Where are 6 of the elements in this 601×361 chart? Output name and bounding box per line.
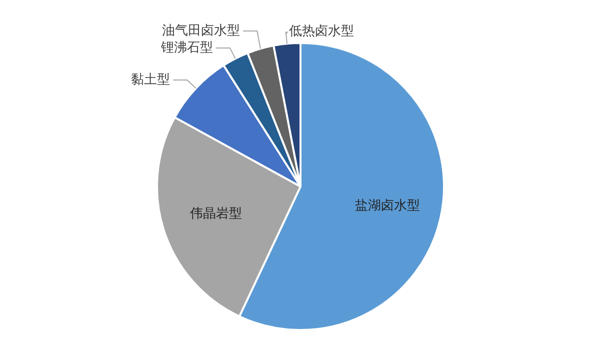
slice-label: 伟晶岩型 [190,206,242,222]
slice-label: 低热卤水型 [288,24,354,40]
slice-label: 油气田卤水型 [162,23,240,38]
slice-label: 黏土型 [131,72,170,88]
slice-label: 锂沸石型 [160,40,213,56]
slice-label: 盐湖卤水型 [354,198,420,214]
